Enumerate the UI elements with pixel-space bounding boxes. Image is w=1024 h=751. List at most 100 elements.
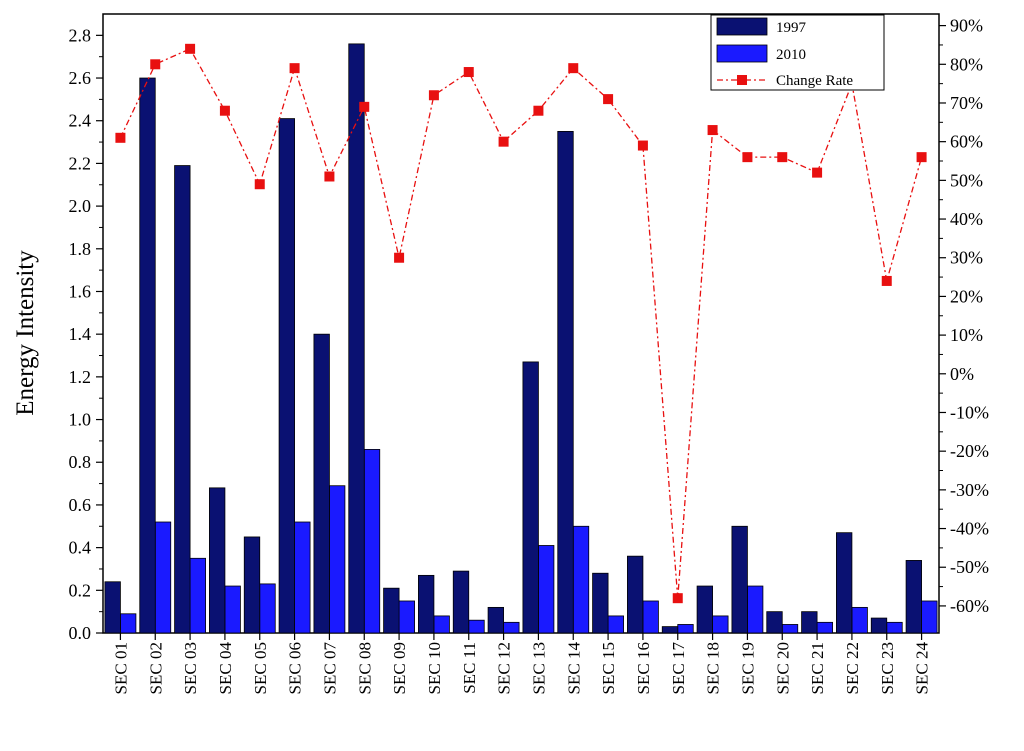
right-tick-label: 50% — [950, 170, 983, 190]
change-rate-point-4 — [219, 105, 230, 116]
change-rate-point-1 — [115, 132, 126, 143]
change-rate-point-12 — [498, 136, 509, 147]
bar-1997-20 — [766, 611, 783, 634]
right-tick-label: 10% — [950, 325, 983, 345]
change-rate-point-3 — [185, 43, 196, 54]
legend-label-change-rate: Change Rate — [776, 73, 853, 89]
change-rate-point-8 — [359, 101, 370, 112]
left-tick-label: 1.6 — [69, 281, 92, 301]
left-tick-label: 0.2 — [69, 580, 92, 600]
legend-swatch-2010 — [716, 44, 768, 63]
change-rate-line — [119, 47, 923, 599]
left-tick-label: 1.8 — [69, 239, 92, 259]
bar-2010-15 — [607, 615, 624, 634]
x-tick-label: SEC 18 — [704, 642, 723, 694]
bar-2010-16 — [642, 600, 659, 634]
bar-2010-11 — [468, 619, 485, 634]
left-tick-label: 0.6 — [69, 495, 92, 515]
bar-1997-11 — [452, 570, 470, 634]
bar-2010-10 — [433, 615, 450, 634]
legend-label-2010: 2010 — [776, 47, 806, 63]
bar-2010-2 — [154, 521, 172, 634]
bar-2010-8 — [363, 449, 381, 634]
bar-2010-6 — [294, 521, 311, 634]
bar-2010-9 — [398, 600, 415, 634]
bar-1997-12 — [487, 606, 504, 634]
left-tick-label: 1.0 — [69, 410, 92, 430]
bar-1997-17 — [661, 626, 679, 634]
plot-frame — [102, 13, 940, 634]
left-axis: 0.0 0.2 0.4 0.6 0.8 1.0 1.2 1.4 1.6 1.8 2.0 2.2 2.4 2… — [69, 25, 103, 643]
x-tick-label: SEC 24 — [913, 642, 932, 695]
right-tick-label: 80% — [950, 54, 983, 74]
x-tick-label: SEC 23 — [878, 642, 897, 694]
x-tick-label: SEC 19 — [738, 642, 757, 694]
change-rate-point-18 — [707, 125, 718, 136]
change-rate-point-17 — [672, 593, 683, 604]
bar-2010-20 — [781, 624, 799, 634]
y-axis-label: Energy Intensity — [12, 250, 39, 416]
legend-swatch-1997 — [716, 17, 768, 36]
right-tick-label: -50% — [950, 557, 989, 577]
bars-1997 — [104, 43, 922, 634]
right-tick-label: -40% — [950, 519, 989, 539]
x-tick-label: SEC 11 — [460, 642, 479, 694]
change-rate-point-9 — [394, 252, 405, 263]
right-tick-label: 40% — [950, 209, 983, 229]
right-tick-label: -60% — [950, 596, 989, 616]
right-tick-label: 0% — [950, 364, 974, 384]
bar-1997-18 — [696, 585, 713, 634]
change-rate-point-14 — [568, 63, 579, 74]
bar-1997-21 — [801, 611, 818, 634]
bar-2010-23 — [886, 621, 903, 634]
change-rate-point-6 — [289, 63, 300, 74]
right-tick-label: 60% — [950, 132, 983, 152]
bars-2010 — [120, 449, 938, 634]
x-tick-label: SEC 01 — [111, 642, 130, 694]
left-tick-label: 2.2 — [69, 153, 92, 173]
bar-1997-22 — [836, 532, 853, 634]
change-rate-point-16 — [637, 140, 648, 151]
bar-2010-4 — [224, 585, 241, 634]
x-tick-label: SEC 10 — [425, 642, 444, 694]
bar-2010-14 — [572, 525, 590, 634]
change-rate-point-13 — [533, 105, 544, 116]
bar-2010-19 — [747, 585, 764, 634]
bar-2010-12 — [503, 621, 520, 634]
bar-1997-23 — [870, 617, 888, 634]
bar-1997-15 — [592, 572, 609, 634]
bar-2010-24 — [921, 600, 938, 634]
change-rate-point-21 — [812, 167, 823, 178]
left-tick-label: 1.2 — [69, 367, 92, 387]
left-tick-label: 2.0 — [69, 196, 92, 216]
right-axis: -60% -50% -40% -30% -20% -10% 0% 10% 20% 30% 40% 50… — [939, 16, 989, 616]
right-tick-label: 20% — [950, 286, 983, 306]
bar-2010-18 — [712, 615, 729, 634]
bar-1997-6 — [278, 118, 295, 634]
bar-1997-13 — [522, 361, 539, 634]
right-tick-label: 30% — [950, 248, 983, 268]
bar-1997-3 — [174, 165, 191, 634]
right-tick-label: 90% — [950, 16, 983, 36]
left-tick-label: 2.8 — [69, 25, 92, 45]
x-tick-label: SEC 12 — [495, 642, 514, 694]
change-rate-series — [115, 43, 927, 604]
x-tick-label: SEC 04 — [216, 642, 235, 695]
x-tick-label: SEC 22 — [843, 642, 862, 694]
legend: 1997 2010 Change Rate — [710, 14, 885, 91]
x-tick-label: SEC 21 — [808, 642, 827, 694]
x-tick-label: SEC 15 — [599, 642, 618, 694]
bar-2010-7 — [329, 485, 346, 634]
change-rate-point-24 — [916, 152, 927, 163]
bar-2010-21 — [816, 621, 833, 634]
left-tick-label: 2.4 — [69, 111, 92, 131]
x-tick-label: SEC 09 — [390, 642, 409, 694]
change-rate-point-7 — [324, 171, 335, 182]
bar-2010-5 — [259, 583, 276, 634]
bar-2010-13 — [538, 545, 555, 634]
bar-1997-10 — [418, 574, 435, 634]
bar-1997-8 — [348, 43, 365, 634]
change-rate-point-20 — [777, 152, 788, 163]
bar-1997-9 — [383, 587, 400, 634]
